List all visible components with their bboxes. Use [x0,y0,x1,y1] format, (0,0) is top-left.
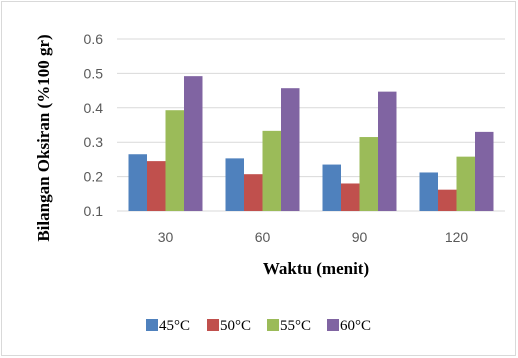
bar [456,156,475,211]
bar [419,172,438,211]
bar [378,91,397,211]
bar [262,130,281,211]
legend-label: 50°C [220,318,251,334]
bar [184,76,203,211]
y-tick-label: 0.5 [84,65,104,81]
bar [147,161,166,211]
y-tick-label: 0.6 [84,31,104,47]
y-tick-label: 0.1 [84,203,104,219]
y-tick-label: 0.2 [84,169,104,185]
bars [128,76,494,211]
y-tick-label: 0.3 [84,134,104,150]
y-tick-label: 0.4 [84,100,104,116]
legend-label: 55°C [280,318,311,334]
bar [281,88,300,211]
bar [475,131,494,211]
legend-label: 45°C [159,318,190,334]
bar [359,137,378,211]
bar [341,183,360,211]
x-tick-label: 60 [255,229,271,245]
legend-label: 60°C [340,318,371,334]
y-tick-labels: 0.1 0.2 0.3 0.4 0.5 0.6 [84,31,104,219]
bar [225,158,244,211]
y-axis-title: Bilangan Oksiran (%100 gr) [34,34,53,241]
legend-swatch [267,319,279,331]
x-tick-labels: 30 60 90 120 [158,229,469,245]
bar [128,154,147,211]
bar [244,174,263,211]
x-tick-label: 90 [352,229,368,245]
legend-swatch [207,319,219,331]
bar [322,164,341,211]
legend-swatch [327,319,339,331]
bar [438,189,457,211]
x-tick-label: 30 [158,229,174,245]
legend: 45°C 50°C 55°C 60°C [146,318,371,334]
legend-swatch [146,319,158,331]
x-axis-title: Waktu (menit) [263,259,369,278]
x-tick-label: 120 [445,229,469,245]
bar [165,110,184,211]
